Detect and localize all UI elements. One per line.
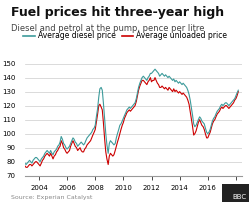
- Text: Fuel prices hit three-year high: Fuel prices hit three-year high: [11, 6, 224, 19]
- Text: Source: Experian Catalyst: Source: Experian Catalyst: [11, 195, 93, 200]
- Text: Diesel and petrol at the pump, pence per litre: Diesel and petrol at the pump, pence per…: [11, 24, 205, 33]
- Legend: Average diesel price, Average unloaded price: Average diesel price, Average unloaded p…: [20, 28, 230, 43]
- Text: BBC: BBC: [232, 194, 247, 200]
